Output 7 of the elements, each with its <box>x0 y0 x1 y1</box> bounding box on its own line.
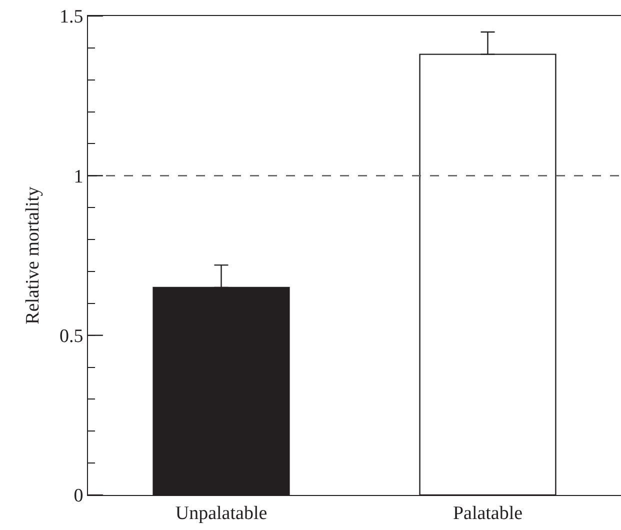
x-tick-label: Palatable <box>452 502 523 524</box>
y-axis-title: Relative mortality <box>22 186 44 324</box>
y-tick-label: 1 <box>74 166 84 188</box>
x-tick-label: Unpalatable <box>175 502 268 524</box>
y-tick-label: 0.5 <box>59 326 84 347</box>
y-tick-label: 1.5 <box>59 6 84 28</box>
y-tick-label: 0 <box>74 486 84 507</box>
